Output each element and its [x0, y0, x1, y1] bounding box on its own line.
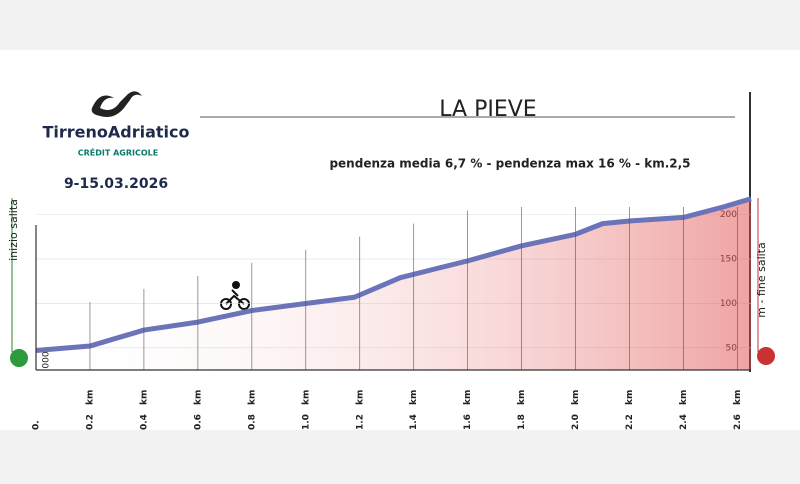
x-unit-label: km [733, 390, 743, 405]
dates: 9-15.03.2026 [64, 176, 168, 192]
x-unit-label: km [355, 390, 365, 405]
x-unit-label: km [571, 390, 581, 405]
x-unit-label: km [193, 390, 203, 405]
profile-line [35, 196, 752, 353]
chart-title: LA PIEVE [439, 97, 536, 122]
bottom-band [0, 430, 800, 484]
cyclist-icon [220, 281, 250, 310]
x-unit-label: km [247, 390, 257, 405]
x-tick-label: 0.2 [85, 414, 95, 430]
subtitle: pendenza media 6,7 % - pendenza max 16 %… [329, 157, 690, 171]
x-unit-label: km [679, 390, 689, 405]
x-tick-label: 1.2 [355, 414, 365, 430]
x-unit-label: km [409, 390, 419, 405]
x-tick-label: 1.8 [517, 414, 527, 430]
x-tick-label: 1.6 [463, 414, 473, 430]
x-tick-label: 2.2 [625, 414, 635, 430]
x-unit-label: km [463, 390, 473, 405]
start-label: inizio salita [7, 199, 20, 261]
x-tick-label: 0. [32, 420, 42, 430]
x-tick-label: 0.6 [193, 414, 203, 430]
area-fill [36, 198, 751, 370]
end-marker [757, 347, 775, 365]
x-tick-label: 2.4 [679, 414, 689, 430]
x-tick-label: 2.6 [733, 414, 743, 430]
top-band [0, 0, 800, 50]
x-tick-label: 0.4 [139, 414, 149, 430]
brand: TirrenoAdriatico [42, 123, 189, 142]
logo [91, 91, 142, 117]
x-tick-label: 2.0 [571, 414, 581, 430]
x-unit-label: km [517, 390, 527, 405]
end-label: m - fine salita [755, 242, 768, 317]
x-unit-label: km [85, 390, 95, 405]
x-unit-label: km [301, 390, 311, 405]
start-marker [10, 349, 28, 367]
x-tick-label: 1.4 [409, 414, 419, 430]
sponsor: CRÉDIT AGRICOLE [78, 147, 158, 158]
x-tick-label: 1.0 [301, 414, 311, 430]
x-unit-label: km [139, 390, 149, 405]
x-tick-label: 0.8 [247, 414, 257, 430]
x-unit-label: km [625, 390, 635, 405]
